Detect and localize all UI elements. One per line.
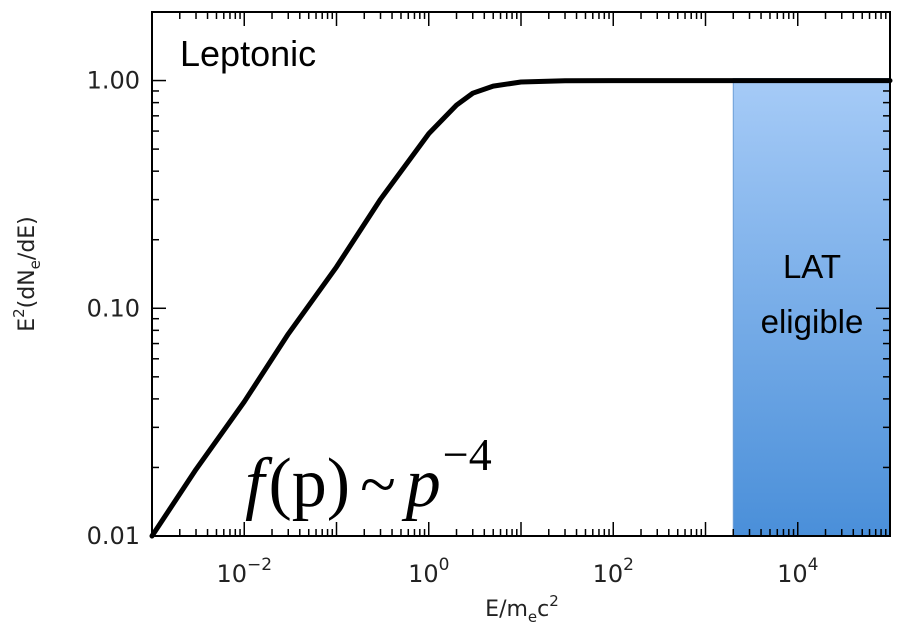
x-tick-label: 102 xyxy=(593,555,634,588)
y-axis-ticks: 0.01 0.10 1.00 xyxy=(87,11,890,550)
formula-argument: (p) xyxy=(268,445,350,522)
x-axis-title: E/mec2 xyxy=(485,592,559,626)
y-axis-title-pre: E xyxy=(15,318,40,332)
y-tick-label: 0.01 xyxy=(87,522,140,550)
y-axis-title: E2(dNe/dE) xyxy=(10,216,44,332)
x-tick-label: 104 xyxy=(777,555,818,588)
y-axis-title-sub: e xyxy=(26,260,44,269)
x-tick-label: 100 xyxy=(408,555,449,588)
series-line xyxy=(149,78,893,539)
x-axis-title-base: E/m xyxy=(485,597,528,622)
x-axis-title-sub: e xyxy=(528,608,537,626)
y-tick-label: 0.10 xyxy=(87,294,140,322)
band-label-line-1: LAT xyxy=(783,248,841,285)
y-axis-title-post: /dE) xyxy=(15,216,40,260)
x-tick-label: 10−2 xyxy=(216,555,272,588)
formula-exponent: −4 xyxy=(443,429,492,480)
x-axis-title-tail: c xyxy=(537,597,549,622)
x-axis-ticks: 10−2 100 102 104 xyxy=(151,12,891,588)
band-label-line-2: eligible xyxy=(761,303,864,340)
y-axis-title-mid: (dN xyxy=(15,269,40,308)
panel-label: Leptonic xyxy=(180,33,316,74)
x-axis-title-sup: 2 xyxy=(549,592,559,610)
y-axis-title-sup: 2 xyxy=(10,308,28,318)
formula-variable: p xyxy=(401,445,441,522)
lat-eligible-band xyxy=(732,78,891,537)
formula-tilde: ~ xyxy=(360,448,396,521)
y-tick-label: 1.00 xyxy=(87,67,140,95)
formula-annotation: f(p) ~ p−4 xyxy=(245,429,492,522)
